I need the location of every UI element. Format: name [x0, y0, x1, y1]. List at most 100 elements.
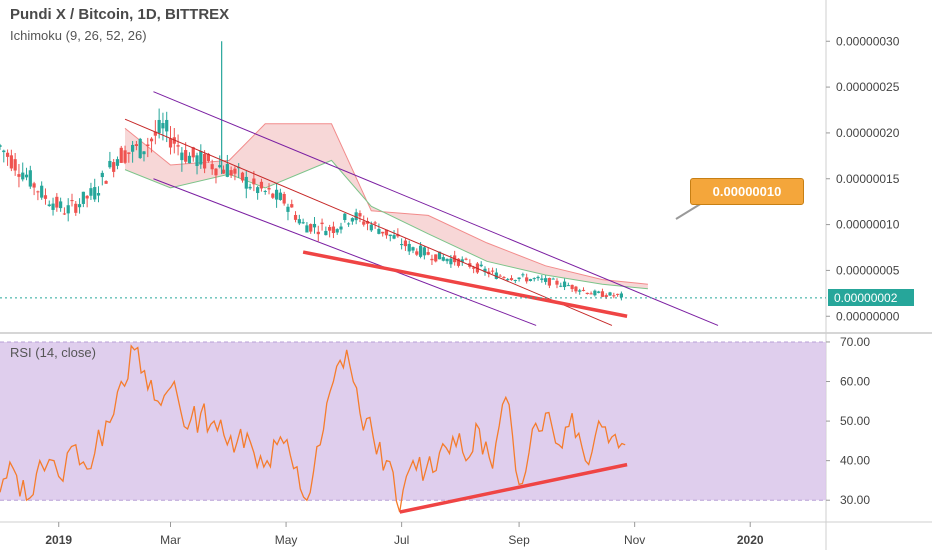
candle-body	[81, 191, 85, 204]
candle-body	[407, 243, 411, 252]
candle-body	[335, 229, 339, 233]
symbol-title[interactable]: Pundi X / Bitcoin, 1D, BITTREX	[10, 6, 230, 23]
time-axis: 2019 Mar May Jul Sep Nov 2020	[45, 522, 764, 547]
candle-body	[168, 138, 173, 148]
candle-body	[369, 224, 373, 231]
support-trend-line	[302, 250, 628, 318]
candle-body	[66, 205, 70, 214]
candle-body	[282, 194, 286, 204]
candle-body	[62, 213, 67, 215]
price-tick-label: 0.00000005	[836, 263, 900, 277]
candle-body	[55, 196, 59, 208]
candle-body	[104, 181, 108, 184]
candle-body	[525, 277, 529, 282]
candle-body	[513, 280, 517, 282]
candle-body	[449, 258, 453, 265]
candles	[0, 41, 623, 301]
channel-lower-line	[153, 178, 537, 326]
candle-body	[218, 165, 222, 168]
candle-body	[59, 201, 63, 209]
candle-body	[233, 168, 237, 174]
candle-body	[536, 276, 540, 279]
candle-body	[460, 259, 464, 262]
candle-body	[388, 234, 392, 237]
candle-body	[225, 164, 229, 177]
candle-body	[252, 178, 256, 185]
candle-body	[297, 219, 301, 224]
candle-body	[343, 213, 347, 220]
candle-body	[119, 147, 123, 163]
candle-body	[490, 270, 495, 272]
channel-mid-line	[124, 118, 613, 326]
rsi-tick-label: 50.00	[840, 414, 870, 428]
rsi-legend[interactable]: RSI (14, close)	[10, 345, 96, 360]
price-callout[interactable]: 0.00000010	[690, 178, 804, 205]
rsi-band-fill	[0, 341, 826, 501]
candle-body	[74, 203, 78, 213]
candle-body	[85, 195, 89, 199]
candle-body	[89, 188, 93, 196]
candle-body	[346, 223, 351, 225]
candle-body	[206, 153, 210, 162]
candle-body	[123, 150, 127, 163]
candle-body	[597, 291, 601, 293]
candle-body	[608, 292, 612, 296]
ichimoku-cloud	[124, 123, 648, 290]
candle-body	[244, 176, 248, 189]
candle-body	[502, 277, 506, 279]
candle-body	[593, 290, 597, 296]
candle-body	[547, 277, 552, 286]
candle-body	[138, 138, 142, 159]
candle-body	[267, 187, 271, 190]
candle-body	[381, 231, 385, 234]
time-tick-label: 2019	[45, 533, 72, 547]
trend-lines	[0, 91, 826, 326]
candle-body	[600, 291, 605, 297]
candle-body	[134, 144, 139, 146]
candle-body	[180, 152, 184, 161]
candle-body	[430, 258, 434, 261]
candle-body	[426, 252, 430, 255]
candle-body	[203, 153, 207, 169]
candle-body	[604, 295, 608, 298]
rsi-series	[0, 344, 628, 514]
candle-body	[540, 278, 544, 280]
candle-body	[362, 221, 366, 225]
candle-body	[184, 150, 188, 162]
candle-body	[616, 293, 620, 295]
candle-body	[373, 222, 377, 224]
candle-body	[36, 191, 40, 193]
candle-body	[153, 131, 157, 136]
candle-body	[286, 206, 290, 212]
rsi-tick-label: 70.00	[840, 335, 870, 349]
candle-body	[544, 278, 548, 282]
candle-body	[581, 289, 586, 291]
candle-body	[240, 172, 245, 181]
candle-body	[396, 234, 400, 237]
candle-body	[100, 172, 104, 178]
time-tick-label: Sep	[508, 533, 530, 547]
candle-body	[589, 293, 593, 295]
candle-body	[422, 247, 426, 256]
candle-body	[28, 170, 32, 187]
candle-body	[210, 164, 214, 170]
candle-body	[320, 222, 324, 225]
candle-body	[384, 229, 389, 236]
candle-body	[40, 185, 44, 198]
candle-body	[195, 155, 199, 167]
price-tick-label: 0.00000000	[836, 309, 900, 323]
price-tick-label: 0.00000020	[836, 126, 900, 140]
senkou-a	[124, 123, 648, 285]
ichimoku-legend[interactable]: Ichimoku (9, 26, 52, 26)	[10, 28, 147, 43]
price-axis: 0.00000030 0.00000025 0.00000020 0.00000015…	[826, 34, 900, 507]
candle-body	[403, 240, 408, 247]
candle-body	[142, 151, 146, 155]
candle-body	[187, 155, 192, 164]
price-tick-label: 0.00000015	[836, 172, 900, 186]
time-tick-label: May	[275, 533, 298, 547]
candle-body	[312, 223, 317, 228]
time-tick-label: 2020	[737, 533, 764, 547]
candle-body	[24, 174, 29, 178]
candle-body	[146, 144, 150, 147]
